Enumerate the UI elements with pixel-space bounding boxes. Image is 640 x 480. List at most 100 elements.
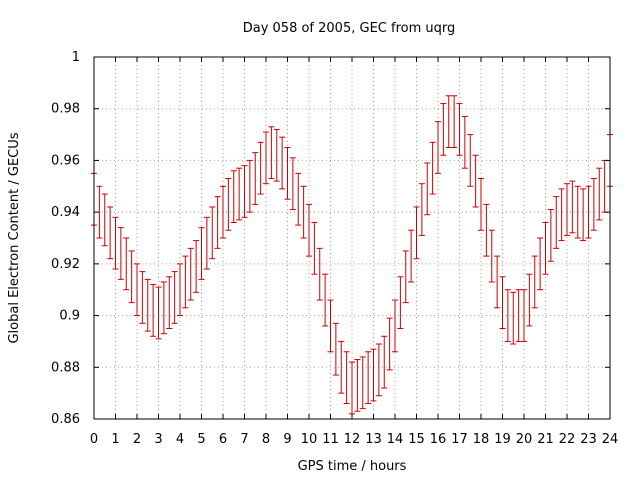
- error-bar: [338, 340, 345, 394]
- error-bar: [332, 322, 339, 376]
- error-bar: [246, 159, 253, 213]
- error-bar: [171, 271, 178, 324]
- error-bar: [375, 343, 382, 397]
- error-bar: [553, 196, 560, 249]
- error-bar: [349, 361, 355, 415]
- error-bar: [564, 183, 570, 236]
- error-bar: [257, 141, 264, 195]
- error-bar: [569, 180, 576, 234]
- error-bar: [429, 141, 436, 195]
- error-bar: [166, 276, 173, 329]
- error-bar: [590, 178, 597, 231]
- error-bar: [413, 206, 420, 260]
- x-tick-labels: 0 1 2 3 4 5 6 7 8 9 10 11 12 13 14 15 16 17 18 19 20 21 22 23 24: [90, 432, 618, 447]
- y-tick-label: 0.88: [51, 360, 80, 375]
- error-bar: [504, 289, 511, 342]
- error-bar: [402, 250, 409, 304]
- error-bar: [370, 348, 377, 402]
- x-tick-label: 19: [494, 432, 511, 447]
- x-tick-label: 22: [559, 432, 576, 447]
- error-bar: [300, 185, 307, 239]
- error-bar: [193, 240, 200, 293]
- error-bar: [537, 237, 544, 291]
- x-tick-label: 21: [537, 432, 554, 447]
- y-tick-label: 0.94: [51, 205, 80, 220]
- error-bar: [521, 289, 527, 342]
- error-bar: [230, 170, 237, 223]
- error-bar: [284, 147, 291, 200]
- error-bar: [225, 178, 232, 231]
- chart-error-bars: [91, 95, 613, 415]
- error-bar: [150, 284, 157, 337]
- x-tick-label: 8: [262, 432, 270, 447]
- error-bar: [306, 203, 312, 257]
- error-bar: [601, 159, 608, 213]
- x-tick-label: 4: [176, 432, 184, 447]
- error-bar: [483, 203, 490, 257]
- error-bar: [461, 115, 468, 169]
- x-tick-label: 14: [387, 432, 404, 447]
- error-bar: [408, 229, 415, 283]
- error-bar: [155, 286, 162, 340]
- error-bar: [418, 183, 425, 236]
- error-bar: [510, 291, 517, 345]
- error-bar: [198, 227, 205, 280]
- x-tick-label: 9: [283, 432, 291, 447]
- error-bar: [123, 237, 130, 291]
- error-bar: [279, 136, 286, 190]
- error-bar: [585, 185, 592, 239]
- error-bar: [268, 126, 275, 180]
- error-bar: [144, 278, 151, 332]
- y-tick-label: 0.92: [51, 257, 80, 272]
- error-bar: [289, 157, 296, 211]
- error-bar: [203, 216, 210, 270]
- x-tick-label: 20: [516, 432, 533, 447]
- x-tick-label: 13: [365, 432, 382, 447]
- error-bar: [187, 247, 194, 301]
- x-tick-label: 6: [219, 432, 227, 447]
- error-bar: [273, 128, 280, 182]
- error-bar: [112, 216, 119, 270]
- x-tick-label: 15: [408, 432, 425, 447]
- error-bar: [252, 152, 259, 205]
- error-bar: [451, 95, 458, 148]
- x-tick-label: 23: [580, 432, 597, 447]
- error-bar: [515, 289, 522, 342]
- x-tick-label: 0: [90, 432, 98, 447]
- x-tick-label: 10: [301, 432, 318, 447]
- error-bar: [209, 206, 216, 260]
- x-tick-label: 18: [473, 432, 490, 447]
- error-bar: [134, 263, 140, 317]
- error-bar: [343, 351, 350, 404]
- error-bar: [424, 162, 431, 216]
- error-bar: [397, 276, 404, 329]
- x-tick-label: 16: [430, 432, 447, 447]
- error-bar: [542, 221, 549, 275]
- error-bar: [531, 255, 538, 309]
- error-bar: [488, 229, 495, 283]
- error-bar: [327, 299, 334, 353]
- error-bar: [236, 167, 243, 221]
- error-bar: [596, 167, 603, 221]
- y-tick-labels: 0.86 0.88 0.9 0.92 0.94 0.96 0.98 1: [51, 50, 80, 427]
- error-bar: [359, 356, 366, 410]
- error-bar: [499, 276, 506, 329]
- error-bar: [160, 281, 167, 335]
- x-axis-label: GPS time / hours: [298, 459, 407, 474]
- error-bar: [96, 185, 103, 239]
- error-bar: [435, 121, 441, 174]
- x-tick-label: 3: [154, 432, 162, 447]
- error-bar: [494, 255, 501, 309]
- x-tick-label: 2: [133, 432, 141, 447]
- error-bar: [107, 206, 114, 260]
- error-bar: [311, 221, 318, 275]
- chart-title: Day 058 of 2005, GEC from uqrg: [243, 21, 456, 36]
- error-bar: [214, 196, 221, 249]
- error-bar: [316, 247, 323, 301]
- y-tick-label: 0.96: [51, 153, 80, 168]
- y-axis-label: Global Electron Content / GECUs: [7, 132, 22, 343]
- y-tick-label: 0.9: [59, 309, 80, 324]
- error-bar: [101, 193, 108, 247]
- error-bar: [241, 165, 248, 218]
